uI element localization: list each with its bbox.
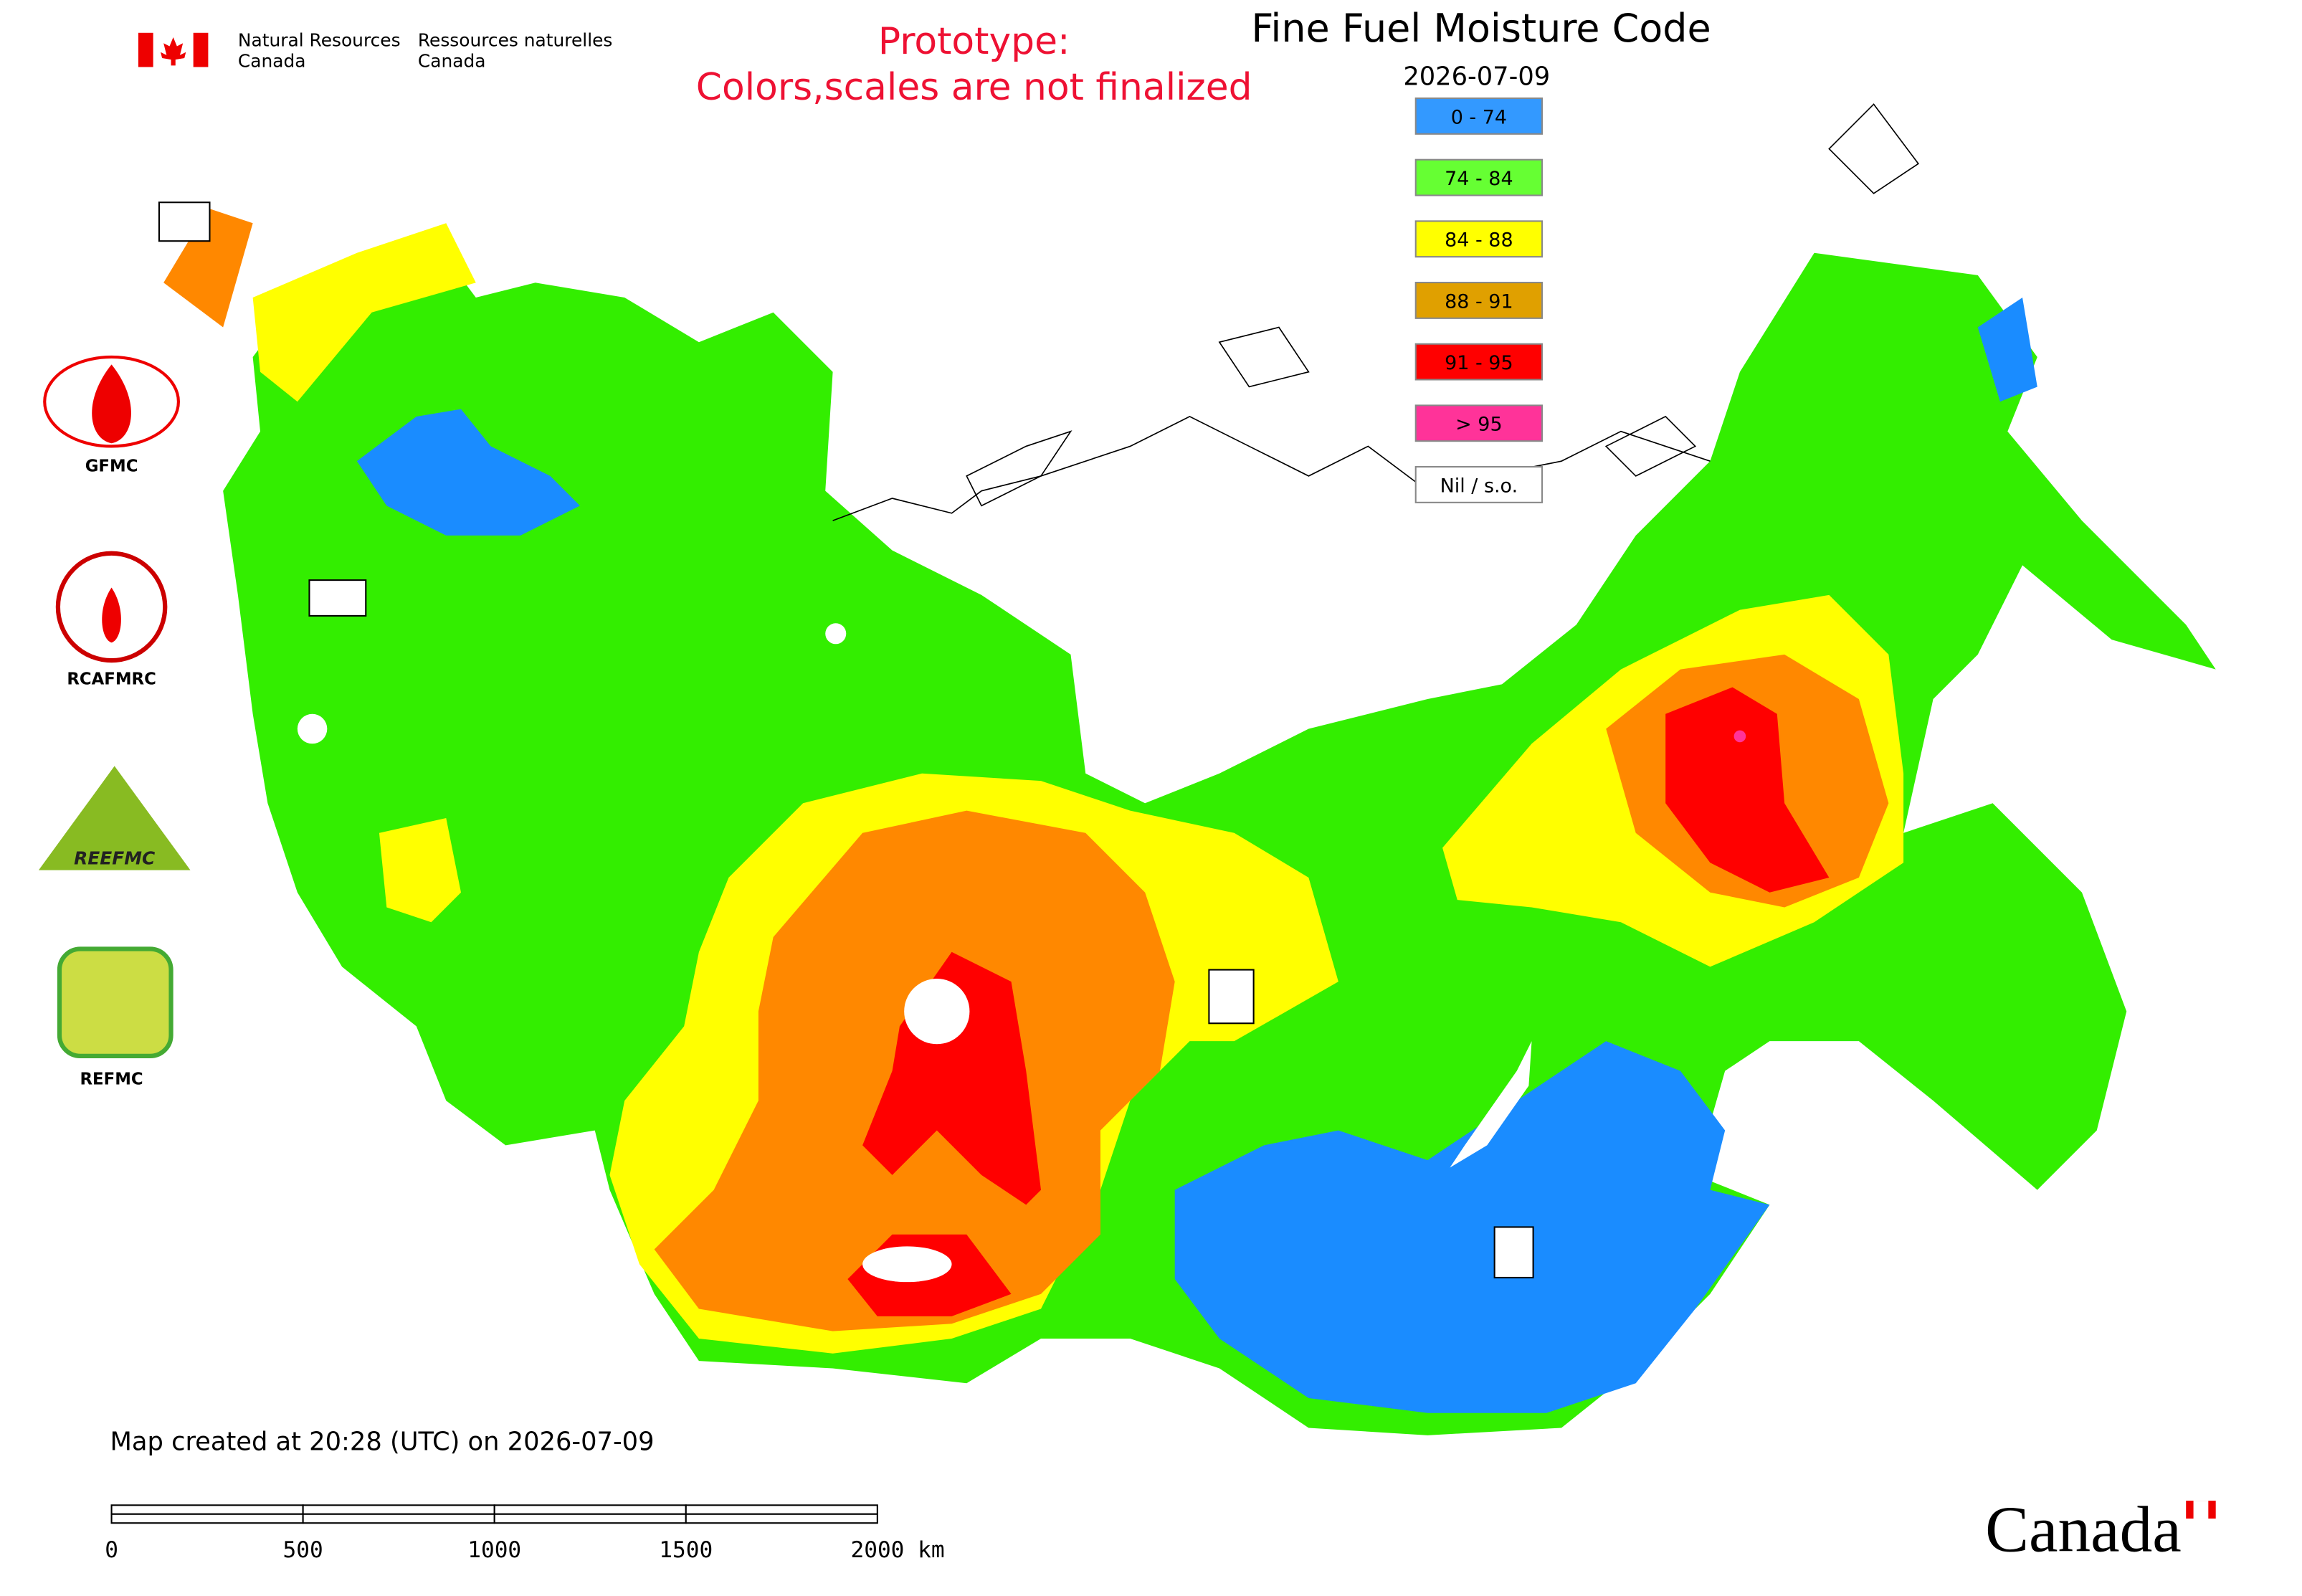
agency-en: Natural Resources bbox=[238, 29, 401, 50]
legend-swatch bbox=[1414, 404, 1544, 442]
region-red bbox=[862, 951, 1042, 1205]
region-pink bbox=[1733, 730, 1746, 743]
agency-en: Canada bbox=[238, 50, 306, 71]
logo bbox=[43, 355, 180, 448]
scale-label: 1500 bbox=[659, 1537, 713, 1563]
map bbox=[158, 103, 2216, 1435]
header: Natural Resources Canada Ressources natu… bbox=[138, 6, 1711, 109]
legend-swatch bbox=[1414, 98, 1544, 135]
legend-label: 84 - 88 bbox=[1445, 229, 1513, 252]
maple-leaf bbox=[161, 37, 186, 66]
region-yellow bbox=[252, 223, 476, 402]
logos: GFMC RCAFMRC REEFMC REFMC bbox=[38, 355, 191, 1088]
notice: Colors,scales are not finalized bbox=[696, 66, 1252, 109]
region-blue bbox=[1174, 1041, 1770, 1413]
logo-label: GFMC bbox=[85, 457, 138, 476]
scale-bar: 0 500 1000 1500 2000 km bbox=[105, 1504, 945, 1563]
lake bbox=[297, 713, 328, 744]
scale-segment bbox=[493, 1504, 687, 1515]
legend-label: 74 - 84 bbox=[1445, 168, 1513, 190]
scale-segment bbox=[110, 1504, 304, 1515]
legend-swatch bbox=[1414, 466, 1544, 503]
wordmark: Canada bbox=[1985, 1493, 2216, 1566]
coast-outline bbox=[832, 416, 1711, 521]
scale-segment bbox=[685, 1504, 878, 1515]
lake bbox=[825, 623, 847, 645]
map-markers bbox=[158, 201, 1534, 1278]
scale-label: 500 bbox=[283, 1537, 323, 1563]
scale-segment bbox=[685, 1513, 878, 1524]
scale-segment bbox=[302, 1513, 495, 1524]
logo-label: REFMC bbox=[80, 1070, 143, 1088]
flag-bar bbox=[193, 32, 209, 67]
scale-segment bbox=[493, 1513, 687, 1524]
scale-label: 2000 km bbox=[850, 1537, 944, 1563]
legend-swatch bbox=[1414, 158, 1544, 196]
wordmark-flag bbox=[2193, 1501, 2209, 1519]
scale-label: 1000 bbox=[467, 1537, 521, 1563]
island-outline bbox=[966, 103, 1920, 507]
notice: Prototype: bbox=[878, 20, 1070, 63]
marker bbox=[1493, 1226, 1534, 1278]
agency-fr: Ressources naturelles bbox=[418, 29, 613, 50]
wordmark-text: Canada bbox=[1985, 1493, 2182, 1566]
logo-label: REEFMC bbox=[74, 847, 156, 868]
region-blue bbox=[1977, 298, 2037, 402]
scale-segment bbox=[302, 1504, 495, 1515]
agency-fr: Canada bbox=[418, 50, 486, 71]
legend-label: Nil / s.o. bbox=[1440, 475, 1518, 497]
caption: Map created at 20:28 (UTC) on 2026-07-09 bbox=[110, 1428, 654, 1457]
logo bbox=[38, 766, 191, 870]
logo-label: RCAFMRC bbox=[67, 670, 156, 688]
legend-label: 88 - 91 bbox=[1445, 290, 1513, 313]
legend-swatch bbox=[1414, 343, 1544, 381]
region-red bbox=[1665, 687, 1830, 893]
legend: 0 - 74 74 - 84 84 - 88 88 - 91 91 - 95 > 95 Ni… bbox=[1414, 98, 1544, 503]
region-orange bbox=[163, 208, 253, 328]
marker bbox=[1208, 969, 1255, 1025]
flag-bar bbox=[138, 32, 153, 67]
legend-label: 91 - 95 bbox=[1445, 352, 1513, 374]
marker bbox=[158, 201, 211, 242]
region-yellow bbox=[379, 818, 462, 923]
legend-label: > 95 bbox=[1455, 414, 1502, 436]
logo bbox=[92, 364, 131, 444]
logo bbox=[57, 946, 173, 1059]
legend-swatch bbox=[1414, 282, 1544, 319]
lake bbox=[862, 1246, 952, 1283]
logo bbox=[102, 587, 121, 643]
lake bbox=[904, 979, 970, 1045]
scale-segment bbox=[110, 1513, 304, 1524]
marker bbox=[308, 579, 367, 617]
title: Fine Fuel Moisture Code bbox=[1251, 6, 1711, 51]
legend-label: 0 - 74 bbox=[1451, 106, 1507, 128]
lake bbox=[1450, 1041, 1532, 1168]
region-blue bbox=[356, 409, 580, 536]
date: 2026-07-09 bbox=[1403, 62, 1550, 91]
legend-swatch bbox=[1414, 220, 1544, 258]
scale-label: 0 bbox=[105, 1537, 118, 1563]
